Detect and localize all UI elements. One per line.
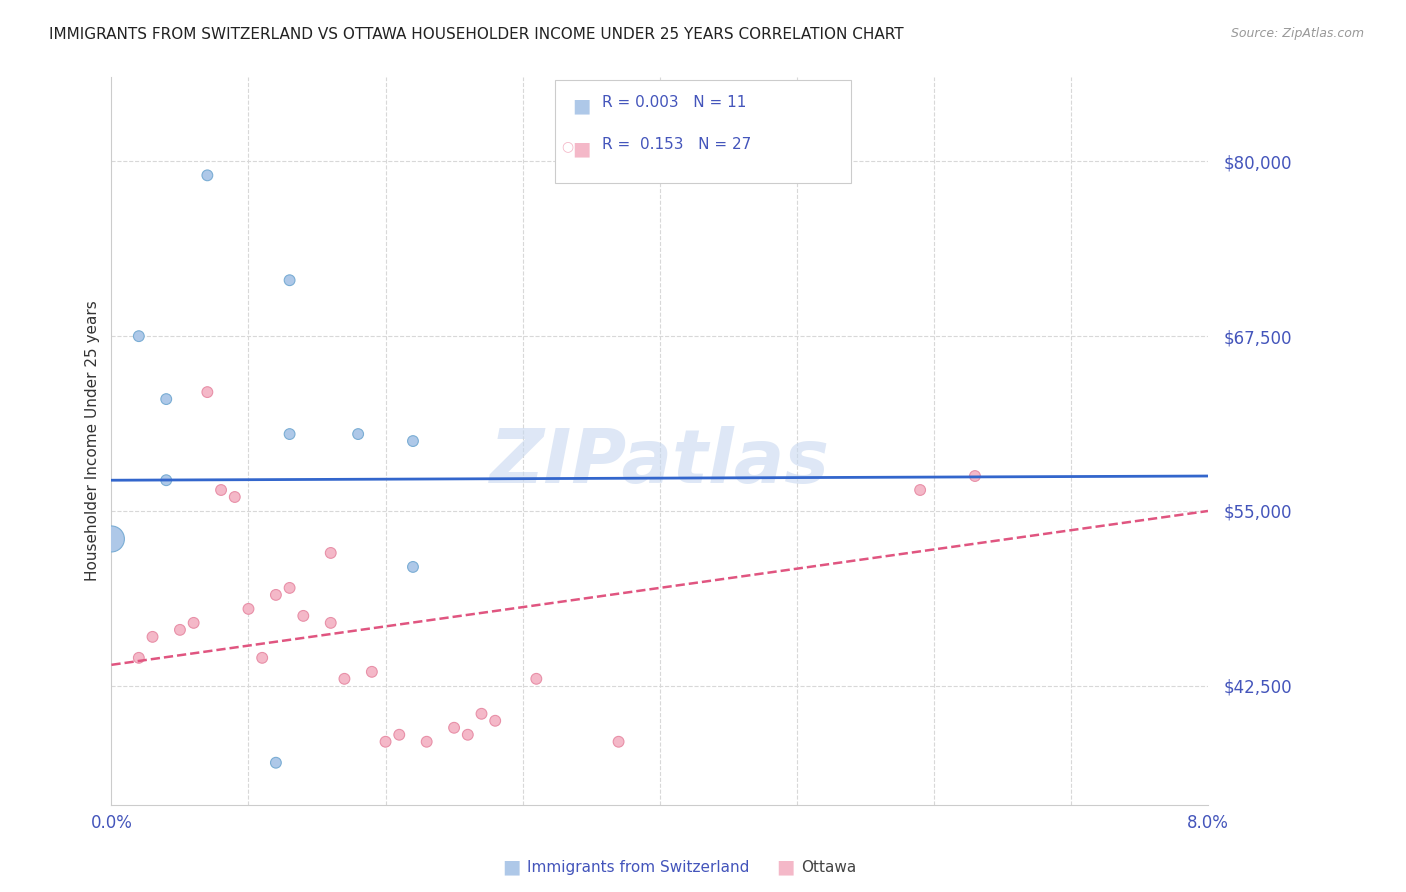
Point [374, 735, 396, 749]
Point [238, 602, 260, 616]
Point [128, 329, 150, 343]
Text: Ottawa: Ottawa [801, 860, 856, 874]
Text: ■: ■ [572, 139, 591, 158]
Text: Immigrants from Switzerland: Immigrants from Switzerland [527, 860, 749, 874]
Text: ■: ■ [776, 857, 794, 877]
Point [155, 473, 177, 487]
Point [360, 665, 382, 679]
Point [224, 490, 246, 504]
Point [484, 714, 506, 728]
Point [333, 672, 356, 686]
Point [457, 728, 479, 742]
Point [470, 706, 492, 721]
Point [278, 427, 301, 442]
Point [443, 721, 465, 735]
Point [607, 735, 630, 749]
Point [141, 630, 163, 644]
Text: IMMIGRANTS FROM SWITZERLAND VS OTTAWA HOUSEHOLDER INCOME UNDER 25 YEARS CORRELAT: IMMIGRANTS FROM SWITZERLAND VS OTTAWA HO… [49, 27, 904, 42]
Point [963, 469, 986, 483]
Text: ZIPatlas: ZIPatlas [489, 426, 830, 500]
Point [195, 169, 218, 183]
Point [402, 560, 425, 574]
Point [128, 650, 150, 665]
Point [195, 385, 218, 400]
Point [278, 273, 301, 287]
Point [415, 735, 437, 749]
Point [264, 588, 287, 602]
Text: Source: ZipAtlas.com: Source: ZipAtlas.com [1230, 27, 1364, 40]
Point [250, 650, 273, 665]
Text: R = 0.003   N = 11: R = 0.003 N = 11 [602, 95, 747, 110]
Point [183, 615, 205, 630]
Text: ■: ■ [572, 96, 591, 115]
Point [209, 483, 232, 497]
Y-axis label: Householder Income Under 25 years: Householder Income Under 25 years [86, 301, 100, 582]
Point [908, 483, 931, 497]
Point [319, 615, 342, 630]
Point [347, 427, 370, 442]
Point [155, 392, 177, 406]
Point [264, 756, 287, 770]
Point [292, 608, 315, 623]
Point [278, 581, 301, 595]
Text: ○: ○ [561, 139, 574, 153]
Point [169, 623, 191, 637]
Point [100, 532, 122, 546]
Text: ■: ■ [502, 857, 520, 877]
Point [524, 672, 547, 686]
Point [388, 728, 411, 742]
Point [402, 434, 425, 448]
Text: R =  0.153   N = 27: R = 0.153 N = 27 [602, 137, 751, 153]
Point [319, 546, 342, 560]
